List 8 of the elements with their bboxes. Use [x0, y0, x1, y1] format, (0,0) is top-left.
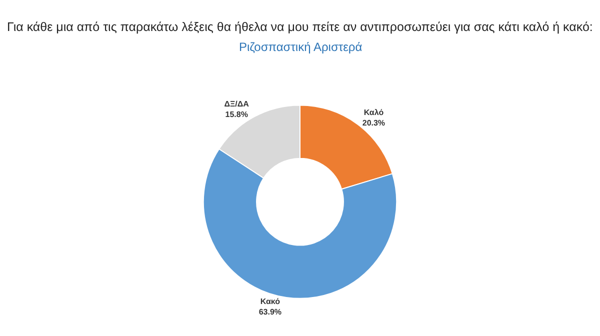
data-label: 20.3%: [362, 118, 386, 128]
slice-label: Καλό: [364, 108, 384, 118]
data-label: 15.8%: [225, 110, 248, 120]
chart-subtitle: Ριζοσπαστική Αριστερά: [239, 40, 362, 54]
data-label: 63.9%: [258, 308, 282, 317]
chart-title: Για κάθε μια από τις παρακάτω λέξεις θα ήθελα να μου πείτε αν αντιπροσωπεύει για σας κάτι καλό ή κακό:: [7, 20, 593, 34]
slice-label: Κακό: [260, 297, 280, 306]
slice-label: ΔΞ/ΔΑ: [224, 100, 250, 109]
